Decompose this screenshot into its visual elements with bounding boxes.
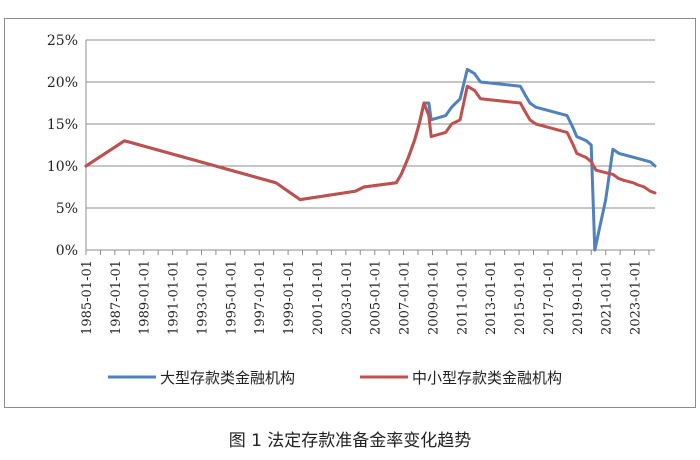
legend-label-2: 中小型存款类金融机构 [412,369,562,387]
x-tick-labels: 1985-01-01 1987-01-01 1989-01-01 1991-01-01… [80,260,644,335]
x-tick-label: 2021-01-01 [600,260,615,335]
legend: 大型存款类金融机构 中小型存款类金融机构 [108,369,562,387]
x-tick-label: 1997-01-01 [253,260,268,335]
figure-caption: 图 1 法定存款准备金率变化趋势 [228,431,472,451]
x-tick-label: 2015-01-01 [513,260,528,335]
y-tick-label: 5% [56,201,78,217]
x-tick-label: 2011-01-01 [455,260,470,335]
x-tick-label: 1995-01-01 [224,260,239,335]
x-tick-label: 1993-01-01 [195,260,210,335]
x-tick-label: 2003-01-01 [340,260,355,335]
x-tick-label: 1985-01-01 [80,260,95,335]
x-tick-label: 2019-01-01 [571,260,586,335]
y-tick-label: 0% [56,243,78,259]
y-tick-label: 20% [47,75,78,91]
x-tick-label: 2007-01-01 [398,260,413,335]
x-tick-label: 2001-01-01 [311,260,326,335]
axes [85,40,655,255]
x-tick-label: 2023-01-01 [629,260,644,335]
series-lines [84,67,657,252]
series-line-2 [84,84,657,202]
gridlines [86,39,655,209]
y-tick-label: 10% [47,159,78,175]
chart-frame [4,18,696,408]
x-tick-label: 2009-01-01 [426,260,441,335]
x-tick-label: 1987-01-01 [109,260,124,335]
x-tick-label: 2005-01-01 [369,260,384,335]
y-tick-labels: 0% 5% 10% 15% 20% 25% [47,33,78,259]
line-chart: 0%5%10%15%20%25% 1985-01-01 1987-01-01 198… [47,33,657,387]
x-tick-label: 2013-01-01 [484,260,499,335]
legend-label-1: 大型存款类金融机构 [160,369,295,387]
y-tick-label: 25% [47,33,78,49]
x-tick-label: 1989-01-01 [138,260,153,335]
series-line-1 [84,67,657,252]
y-tick-label: 15% [47,117,78,133]
x-tick-label: 1999-01-01 [282,260,297,335]
x-tick-label: 1991-01-01 [167,260,182,335]
x-tick-label: 2017-01-01 [542,260,557,335]
